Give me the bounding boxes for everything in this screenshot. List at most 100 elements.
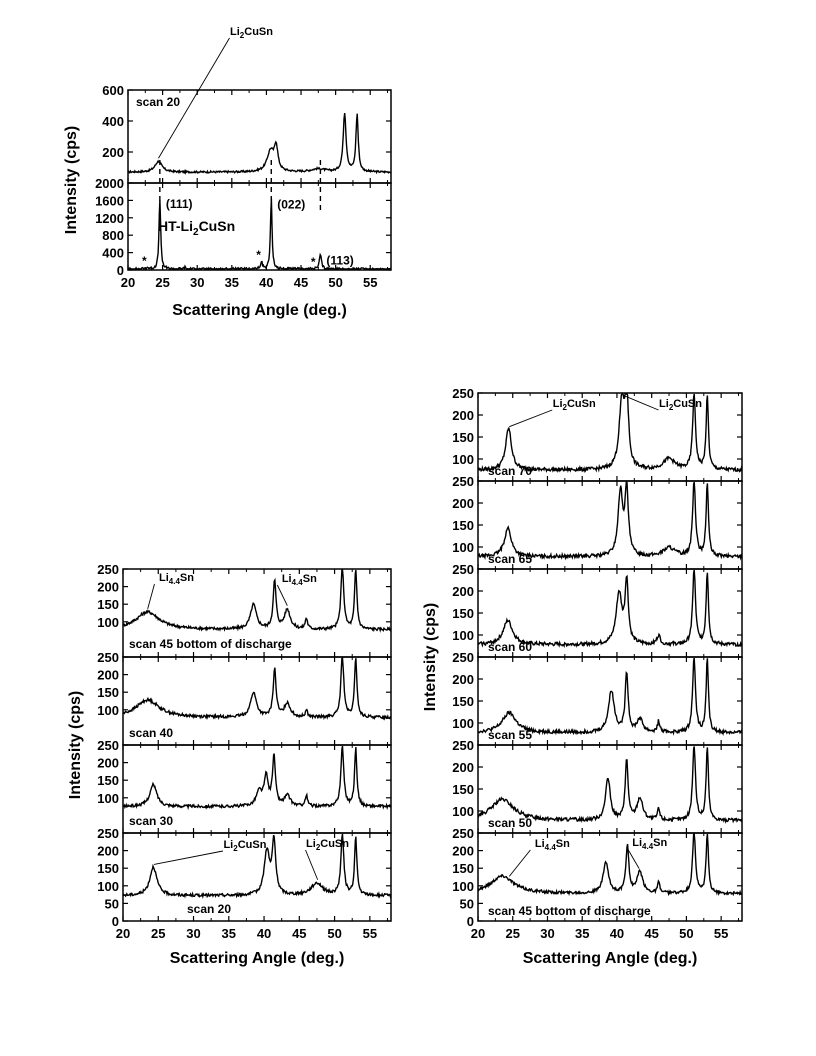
y-tick-label: 250 xyxy=(452,826,474,841)
x-tick-label: 25 xyxy=(506,926,520,941)
y-tick-label: 150 xyxy=(97,685,119,700)
panel-label: scan 55 xyxy=(488,728,532,742)
panel-2: 100 150 200 250 scan 30 xyxy=(97,738,392,834)
peak-annotation-part: 2 xyxy=(669,403,674,412)
series-line xyxy=(127,113,392,175)
x-tick-label: 45 xyxy=(292,926,306,941)
y-tick-label: 1600 xyxy=(95,193,124,208)
y-axis-title: Intensity (cps) xyxy=(63,126,80,234)
y-tick-label: 150 xyxy=(452,694,474,709)
x-tick-label: 55 xyxy=(714,926,728,941)
annotation-leader xyxy=(627,848,640,869)
y-tick-label: 200 xyxy=(452,408,474,423)
peak-annotation: Li2CuSn xyxy=(553,398,596,412)
y-tick-label: 100 xyxy=(452,879,474,894)
y-tick-label: 200 xyxy=(102,145,124,160)
y-tick-label: 100 xyxy=(97,879,119,894)
peak-annotation: Li4.4Sn xyxy=(535,838,570,852)
peak-annotation-part: Li xyxy=(230,26,240,38)
peak-annotation-part: Li xyxy=(632,837,642,849)
peak-annotation: Li4.4Sn xyxy=(282,573,317,587)
y-tick-label: 200 xyxy=(97,756,119,771)
annotation-leader xyxy=(276,584,288,606)
peak-annotation-part: Li xyxy=(159,572,169,584)
panel-5: 0 50 100 150 200 250 scan 45 bottom of dischar… xyxy=(452,826,743,929)
peak-annotation-part: 2 xyxy=(233,844,238,853)
annotation-leader xyxy=(158,37,230,159)
y-tick-label: 150 xyxy=(452,518,474,533)
series-line xyxy=(477,480,743,561)
y-tick-label: 200 xyxy=(452,496,474,511)
panel-label: scan 20 xyxy=(136,95,180,109)
y-tick-label: 250 xyxy=(97,562,119,577)
y-tick-label: 150 xyxy=(97,773,119,788)
y-tick-label: 100 xyxy=(97,615,119,630)
annotation-leader xyxy=(508,849,531,877)
y-tick-label: 100 xyxy=(452,452,474,467)
peak-annotation-part: Sn xyxy=(303,573,317,585)
x-tick-label: 45 xyxy=(294,275,308,290)
panel-0: 200 400 600 scan 20 Li2CuSn xyxy=(102,26,392,184)
y-tick-label: 250 xyxy=(97,826,119,841)
x-axis-title: Scattering Angle (deg.) xyxy=(172,302,347,319)
peak-annotation-part: Sn xyxy=(180,572,194,584)
panel-3: 100 150 200 250 scan 55 xyxy=(452,650,743,746)
y-tick-label: 400 xyxy=(102,114,124,129)
x-tick-label: 30 xyxy=(190,275,204,290)
peak-annotation: Li2CuSn xyxy=(306,838,349,852)
peak-annotation-part: Li xyxy=(553,398,563,410)
peak-annotation-part: CuSn xyxy=(320,838,349,850)
series-line xyxy=(122,569,392,633)
x-tick-label: 20 xyxy=(121,275,135,290)
y-tick-label: 200 xyxy=(452,844,474,859)
y-tick-label: 250 xyxy=(97,738,119,753)
series-line xyxy=(127,198,392,271)
x-tick-label: 30 xyxy=(186,926,200,941)
x-tick-label: 45 xyxy=(644,926,658,941)
x-tick-label: 50 xyxy=(679,926,693,941)
peak-annotation-part: 4.4 xyxy=(169,577,181,586)
y-tick-label: 100 xyxy=(97,791,119,806)
y-tick-label: 250 xyxy=(452,562,474,577)
y-tick-label: 50 xyxy=(105,896,119,911)
x-axis-title: Scattering Angle (deg.) xyxy=(523,950,698,967)
peak-marker: (022) xyxy=(277,198,305,212)
y-tick-label: 100 xyxy=(452,804,474,819)
x-tick-label: 20 xyxy=(471,926,485,941)
panel-label: scan 30 xyxy=(129,814,173,828)
y-tick-label: 0 xyxy=(112,914,119,929)
y-tick-label: 150 xyxy=(452,430,474,445)
y-tick-label: 250 xyxy=(97,650,119,665)
series-line xyxy=(122,745,392,811)
x-tick-label: 40 xyxy=(257,926,271,941)
y-tick-label: 2000 xyxy=(95,176,124,191)
y-tick-label: 250 xyxy=(452,474,474,489)
x-tick-label: 40 xyxy=(259,275,273,290)
y-tick-label: 250 xyxy=(452,386,474,401)
panel-label: HT-Li2CuSn xyxy=(158,218,235,238)
y-tick-label: 200 xyxy=(97,580,119,595)
peak-annotation: Li2CuSn xyxy=(659,398,702,412)
panel-frame xyxy=(122,832,392,922)
peak-annotation-part: CuSn xyxy=(238,839,267,851)
peak-annotation-part: CuSn xyxy=(244,26,273,38)
y-tick-label: 150 xyxy=(97,597,119,612)
peak-annotation-part: Sn xyxy=(556,838,570,850)
panel-4: 100 150 200 250 scan 50 xyxy=(452,738,743,834)
series-line xyxy=(477,832,743,897)
y-tick-label: 200 xyxy=(452,672,474,687)
peak-annotation-part: 4.4 xyxy=(292,578,304,587)
series-line xyxy=(477,657,743,737)
peak-marker: * xyxy=(256,248,261,262)
x-tick-label: 25 xyxy=(151,926,165,941)
y-tick-label: 250 xyxy=(452,738,474,753)
panel-label-part: 2 xyxy=(193,227,199,238)
y-tick-label: 200 xyxy=(452,760,474,775)
peak-annotation-part: Li xyxy=(659,398,669,410)
y-tick-label: 150 xyxy=(97,861,119,876)
y-axis-title: Intensity (cps) xyxy=(67,691,84,799)
